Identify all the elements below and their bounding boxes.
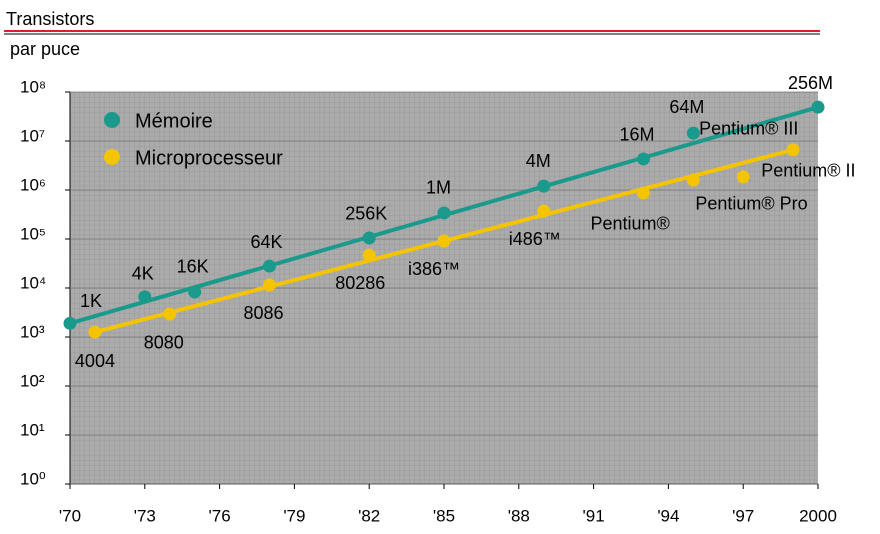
data-point	[636, 152, 650, 166]
data-point	[811, 100, 825, 114]
data-point	[437, 234, 451, 248]
data-point	[362, 248, 376, 262]
data-point	[686, 126, 700, 140]
x-tick-label: '79	[283, 506, 305, 525]
x-tick-label: 2000	[799, 506, 837, 525]
point-label: 1K	[80, 291, 102, 311]
data-point	[138, 290, 152, 304]
point-label: 16M	[619, 125, 654, 145]
point-label: Pentium® III	[699, 119, 798, 139]
x-tick-label: '70	[59, 506, 81, 525]
y-tick-label: 10³	[20, 322, 45, 341]
x-tick-label: '97	[732, 506, 754, 525]
point-label: 64K	[250, 232, 282, 252]
data-point	[537, 179, 551, 193]
point-label: Pentium® II	[761, 161, 855, 181]
x-tick-label: '76	[209, 506, 231, 525]
point-label: 256M	[788, 73, 833, 93]
legend-marker	[104, 112, 120, 128]
legend-label: Microprocesseur	[135, 147, 283, 169]
data-point	[686, 173, 700, 187]
x-tick-label: '88	[508, 506, 530, 525]
point-label: i386™	[408, 259, 460, 279]
data-point	[88, 325, 102, 339]
point-label: 64M	[669, 97, 704, 117]
point-label: 8080	[144, 333, 184, 353]
point-label: 16K	[177, 257, 209, 277]
y-tick-label: 10¹	[20, 420, 45, 439]
y-tick-label: 10⁰	[20, 469, 46, 488]
data-point	[163, 307, 177, 321]
data-point	[188, 285, 202, 299]
data-point	[537, 204, 551, 218]
point-label: Pentium®	[590, 214, 669, 234]
x-tick-label: '94	[657, 506, 679, 525]
x-tick-label: '85	[433, 506, 455, 525]
point-label: 256K	[345, 204, 387, 224]
point-label: 4M	[526, 151, 551, 171]
point-label: Pentium® Pro	[695, 194, 807, 214]
y-tick-label: 10⁵	[20, 224, 46, 243]
y-tick-label: 10²	[20, 371, 45, 390]
data-point	[262, 259, 276, 273]
x-tick-label: '73	[134, 506, 156, 525]
data-point	[736, 170, 750, 184]
x-tick-label: '91	[583, 506, 605, 525]
y-axis-label: par puce	[10, 39, 80, 59]
point-label: 8086	[243, 303, 283, 323]
data-point	[636, 186, 650, 200]
point-label: 4004	[75, 351, 115, 371]
legend-label: Mémoire	[135, 110, 213, 132]
point-label: 1M	[426, 178, 451, 198]
x-tick-label: '82	[358, 506, 380, 525]
point-label: i486™	[509, 229, 561, 249]
y-tick-label: 10⁶	[20, 175, 46, 194]
legend-marker	[104, 149, 120, 165]
data-point	[262, 278, 276, 292]
y-tick-label: 10⁴	[20, 273, 46, 292]
data-point	[362, 231, 376, 245]
point-label: 80286	[335, 273, 385, 293]
y-tick-label: 10⁷	[20, 126, 45, 145]
data-point	[63, 316, 77, 330]
data-point	[786, 143, 800, 157]
point-label: 4K	[132, 264, 154, 284]
y-tick-label: 10⁸	[20, 77, 46, 96]
data-point	[437, 206, 451, 220]
y-axis-label: Transistors	[6, 9, 94, 29]
